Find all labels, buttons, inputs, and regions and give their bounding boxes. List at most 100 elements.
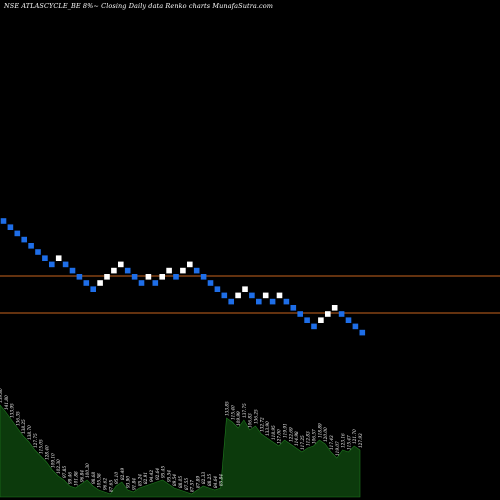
renko-brick-up [145, 274, 152, 280]
volume-label: 138.70 [27, 425, 32, 440]
volume-label: 87.89 [195, 476, 200, 488]
volume-label: 101.88 [74, 471, 79, 486]
renko-brick-down [14, 230, 21, 237]
volume-label: 136.25 [254, 409, 259, 424]
renko-brick-up [166, 267, 172, 274]
renko-brick-down [42, 255, 48, 261]
volume-label: 96.62 [103, 478, 108, 490]
renko-brick-down [290, 305, 297, 311]
renko-brick-up [187, 261, 193, 268]
volume-label: 128.40 [45, 445, 50, 460]
renko-brick-down [345, 317, 352, 323]
volume-label: 121.70 [352, 429, 357, 444]
volume-label: 89.54 [172, 474, 177, 486]
renko-brick-down [228, 298, 234, 305]
volume-label: 112.83 [306, 431, 311, 446]
volume-label: 97.85 [62, 466, 67, 478]
volume-label: 95.45 [161, 466, 166, 478]
renko-brick-down [311, 323, 317, 330]
renko-brick-up [111, 267, 117, 274]
renko-brick-up [262, 292, 269, 299]
renko-brick-down [90, 286, 96, 292]
volume-label: 87.57 [190, 480, 195, 492]
renko-brick-up [118, 261, 124, 268]
page-title: NSE ATLASCYCLE_BE 8%~ Closing Daily data… [4, 2, 274, 10]
renko-brick-down [124, 267, 131, 274]
renko-brick-down [221, 292, 228, 299]
volume-label: 133.95 [10, 403, 15, 418]
renko-brick-down [0, 218, 7, 224]
volume-label: 88.05 [178, 476, 183, 488]
renko-brick-down [304, 317, 310, 323]
renko-brick-up [97, 280, 103, 286]
volume-label: 133.90 [265, 421, 270, 436]
volume-label: 123.16 [341, 433, 346, 448]
renko-brick-down [49, 261, 55, 268]
volume-label: 105.58 [97, 473, 102, 488]
volume-label: 109.99 [236, 411, 241, 426]
volume-label: 93.90 [126, 476, 131, 488]
volume-label: 95.54 [166, 470, 171, 482]
renko-brick-up [55, 255, 62, 261]
volume-label: 119.91 [283, 423, 288, 438]
volume-label: 102.30 [56, 459, 61, 474]
renko-brick-down [131, 274, 138, 280]
renko-brick-down [269, 298, 276, 305]
renko-brick-down [21, 236, 27, 243]
renko-brick-down [173, 274, 179, 280]
renko-brick-down [62, 261, 69, 268]
volume-label: 136.35 [15, 411, 20, 426]
renko-brick-up [235, 292, 241, 299]
volume-label: 127.75 [33, 433, 38, 448]
volume-label: 91.84 [132, 478, 137, 490]
volume-label: 120.00 [323, 427, 328, 442]
volume-label: 84.64 [213, 476, 218, 488]
renko-brick-down [207, 280, 214, 286]
volume-label: 82.33 [201, 472, 206, 484]
volume-label: 159.80 [0, 388, 3, 403]
volume-label: 115.40 [230, 405, 235, 420]
renko-brick-down [297, 311, 303, 317]
renko-brick-up [325, 311, 331, 317]
renko-brick-down [35, 249, 41, 255]
renko-brick-down [352, 323, 359, 330]
volume-label: 115.47 [346, 435, 351, 450]
volume-area-shape [0, 404, 361, 498]
renko-brick-down [283, 298, 290, 305]
volume-label: 117.25 [300, 435, 305, 450]
volume-label: 94.42 [149, 470, 154, 482]
renko-brick-up [104, 274, 110, 280]
volume-label: 138.25 [21, 419, 26, 434]
volume-label: 118.95 [271, 425, 276, 440]
renko-brick-up [242, 286, 248, 292]
renko-brick-up [276, 292, 283, 299]
volume-label: 118.89 [317, 423, 322, 438]
volume-label: 87.65 [108, 480, 113, 492]
volume-label: 109.10 [50, 453, 55, 468]
volume-label: 99.46 [68, 472, 73, 484]
renko-brick-down [359, 329, 366, 336]
volume-label: 132.72 [259, 417, 264, 432]
renko-brick-down [138, 280, 145, 286]
renko-brick-up [180, 267, 186, 274]
renko-brick-down [256, 298, 262, 305]
volume-label: 95.10 [114, 472, 119, 484]
volume-area [0, 404, 361, 498]
volume-label: 106.57 [312, 429, 317, 444]
renko-brick-down [193, 267, 200, 274]
volume-label: 115.05 [39, 439, 44, 454]
volume-label: 133.85 [225, 401, 230, 416]
volume-label: 92.64 [155, 468, 160, 480]
volume-label: 127.93 [358, 433, 363, 448]
volume-label: 82.49 [120, 468, 125, 480]
volume-label: 137.75 [242, 403, 247, 418]
volume-label: 127.00 [277, 429, 282, 444]
volume-label: 98.68 [91, 472, 96, 484]
renko-brick-down [83, 280, 90, 286]
renko-brick-down [214, 286, 221, 292]
renko-brick-up [331, 305, 338, 311]
volume-label: 85.24 [137, 474, 142, 486]
volume-label: 106.83 [248, 413, 253, 428]
renko-brick-up [159, 274, 165, 280]
